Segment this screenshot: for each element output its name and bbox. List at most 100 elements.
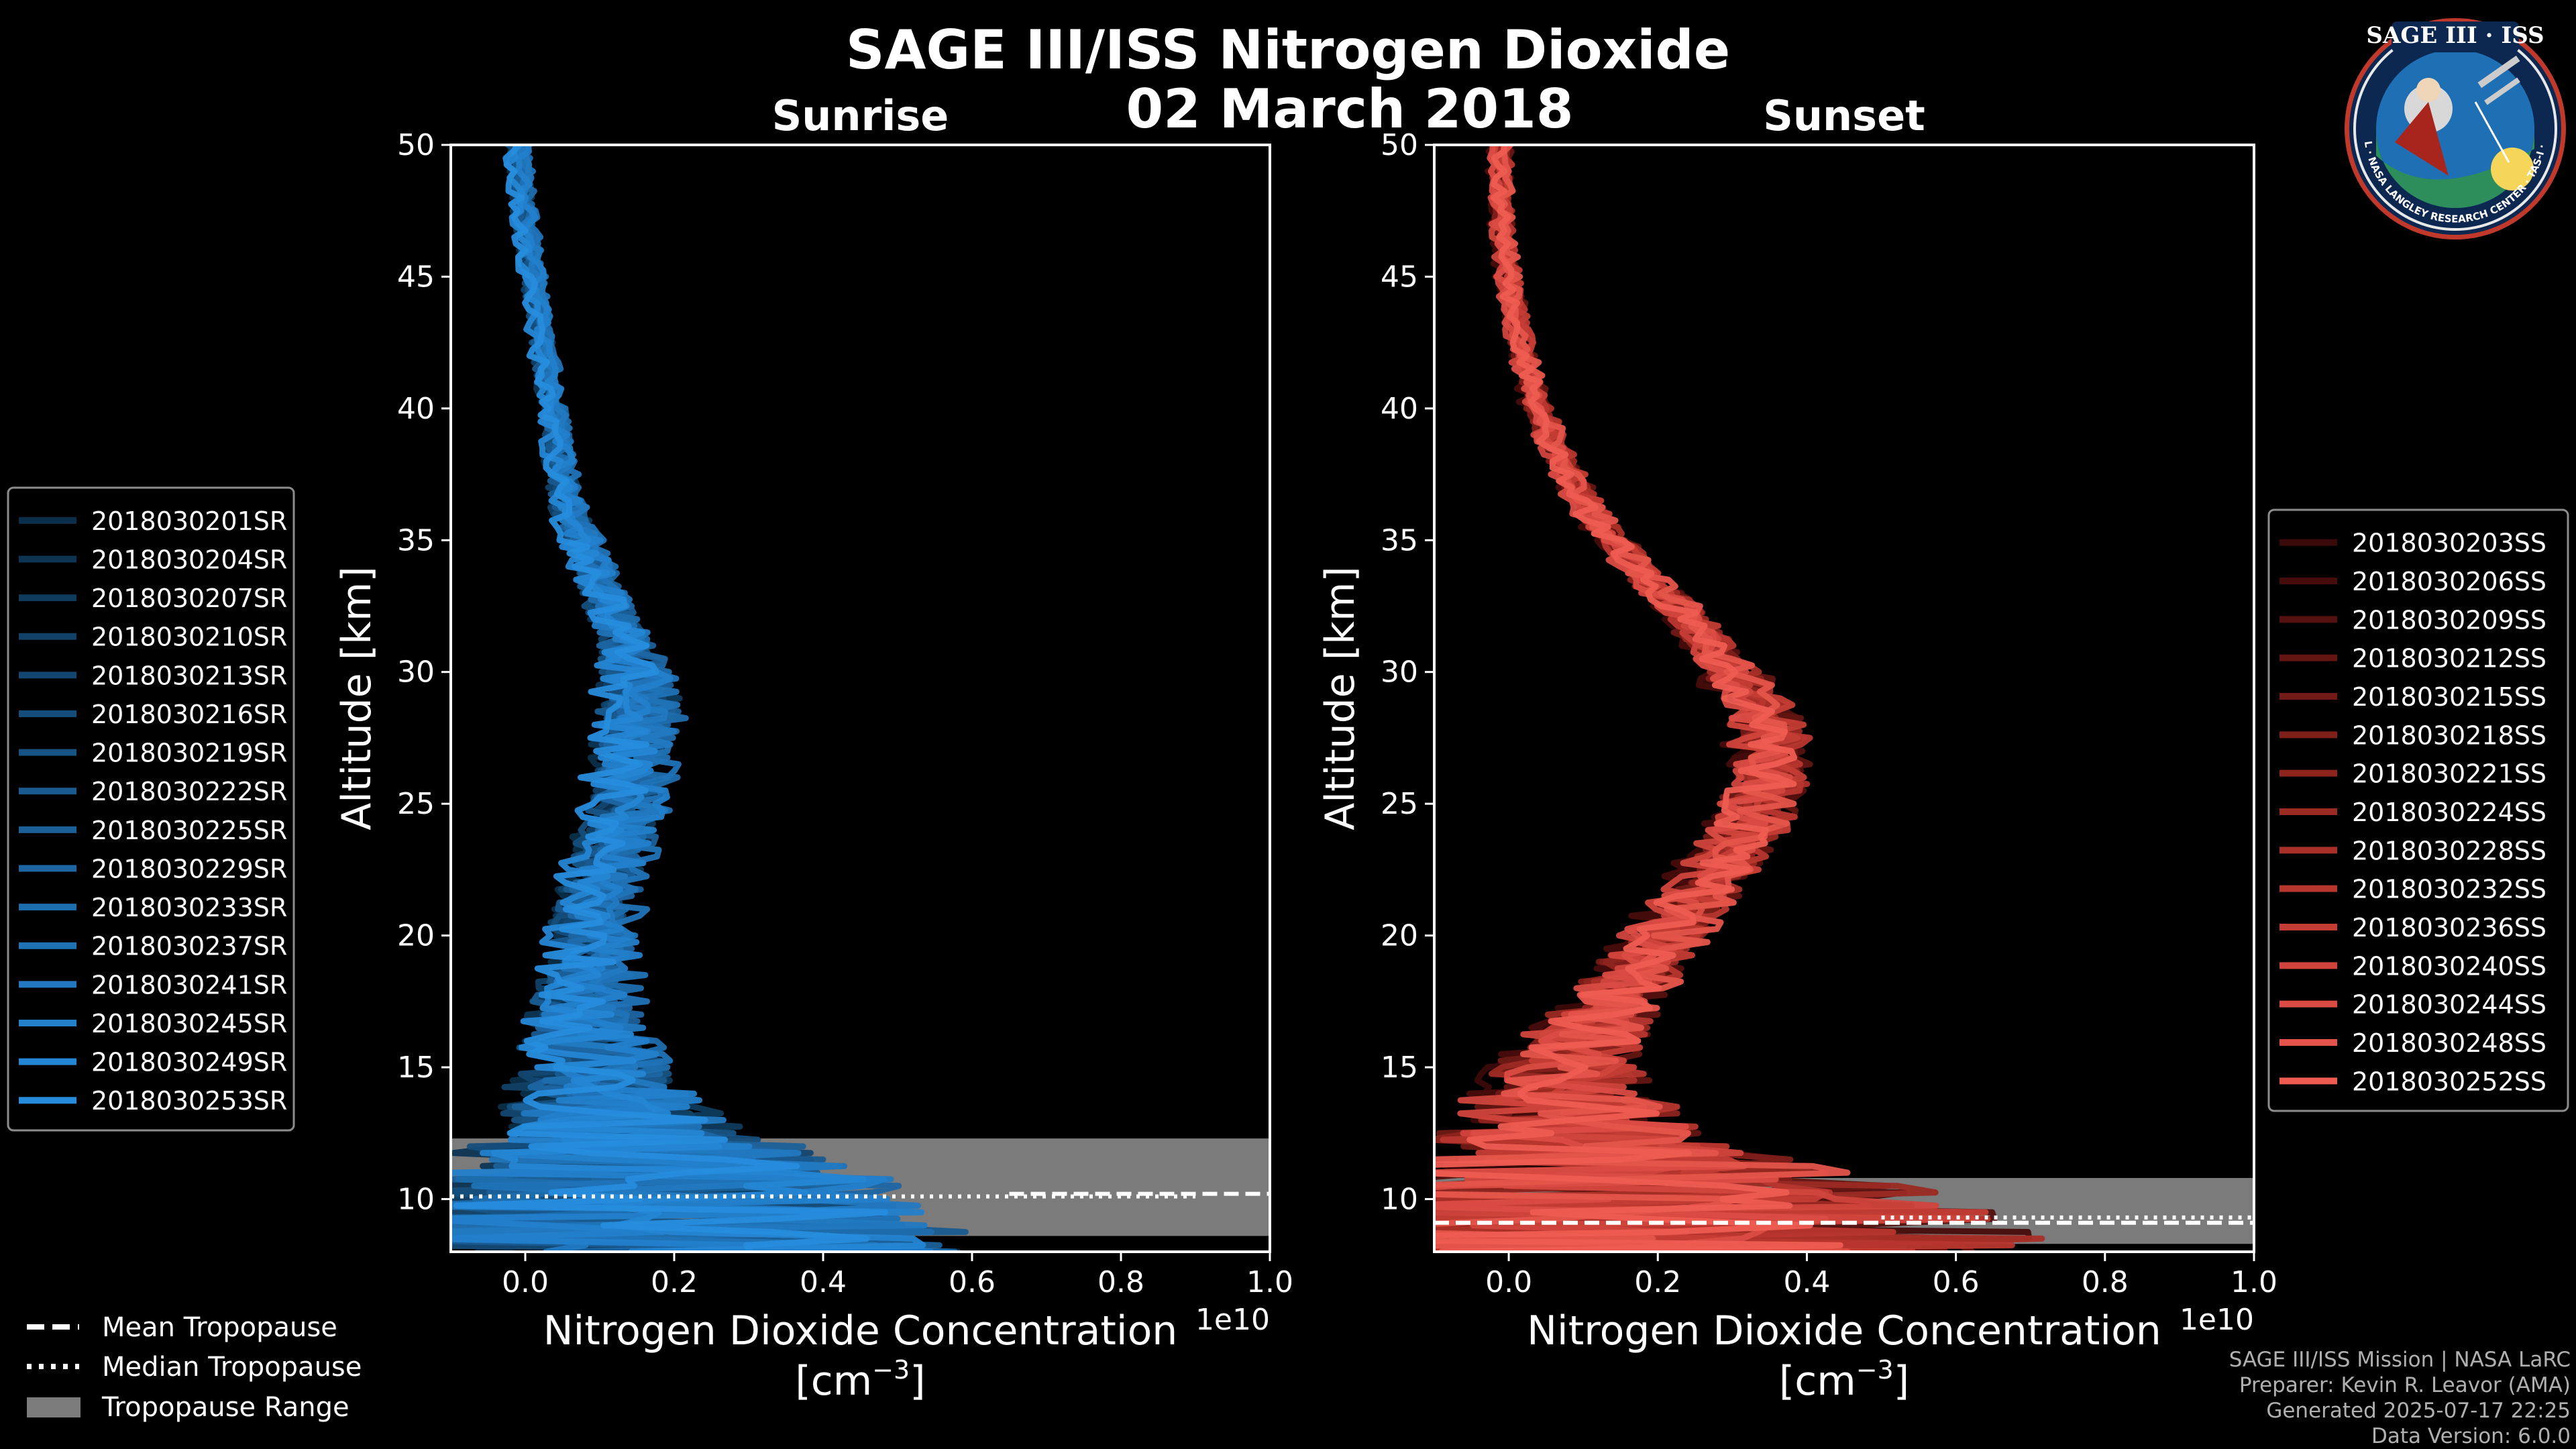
y-tick-label: 15 [1381, 1051, 1418, 1085]
plot-frame [449, 144, 1271, 1253]
x-multiplier: 1e10 [1195, 1303, 1270, 1337]
mean-tropopause-label: Mean Tropopause [102, 1312, 337, 1343]
y-tick-label: 50 [1381, 128, 1418, 162]
tropopause-range-label: Tropopause Range [101, 1392, 350, 1423]
plot-frame [1433, 144, 2255, 1253]
plot-content [451, 145, 1270, 1252]
legend-entry: 2018030224SS [2352, 798, 2546, 827]
unit-base: [cm [1779, 1358, 1856, 1405]
credit-mission: SAGE III/ISS Mission | NASA LaRC [2229, 1348, 2571, 1372]
unit-close: ] [910, 1358, 925, 1405]
y-tick-label: 30 [397, 655, 435, 690]
legend-box [2267, 508, 2569, 1112]
legend-entry: 2018030215SS [2352, 682, 2546, 712]
legend-entry: 2018030207SR [91, 584, 287, 613]
profile-line-2018030252SS [1434, 145, 1843, 1252]
legend-entry: 2018030237SR [91, 932, 287, 961]
x-tick-label: 0.4 [800, 1265, 847, 1299]
y-tick-label: 40 [1381, 392, 1418, 426]
credit-preparer: Preparer: Kevin R. Leavor (AMA) [2239, 1373, 2571, 1397]
y-tick-label: 10 [397, 1182, 435, 1216]
x-tick-label: 0.8 [2082, 1265, 2129, 1299]
x-tick-label: 0.4 [1783, 1265, 1830, 1299]
legend-entry: 2018030206SS [2352, 567, 2546, 596]
legend-entry: 2018030219SR [91, 739, 287, 768]
legend-entry: 2018030236SS [2352, 913, 2546, 943]
tropopause-legend: Mean Tropopause Median Tropopause Tropop… [27, 1312, 362, 1423]
tropopause-range-swatch [27, 1397, 80, 1417]
unit-close: ] [1894, 1358, 1909, 1405]
x-axis-unit: [cm−3] [795, 1355, 925, 1405]
unit-exponent: −3 [872, 1355, 910, 1385]
credits: SAGE III/ISS Mission | NASA LaRC Prepare… [2229, 1348, 2571, 1448]
legend-entry: 2018030210SR [91, 623, 287, 652]
sunset-panel: 10 15 20 25 30 35 40 45 50 0.0 0.2 0.4 0.6 0.8 1.0 1e10… [1317, 91, 2277, 1405]
y-tick-label: 45 [397, 260, 435, 294]
legend-entry: 2018030222SR [91, 777, 287, 806]
y-tick-label: 45 [1381, 260, 1418, 294]
legend-entry: 2018030228SS [2352, 836, 2546, 865]
profile-line-2018030240SS [1434, 145, 1976, 1252]
legend-entry: 2018030253SR [91, 1086, 287, 1116]
profile-line-2018030253SR [453, 145, 889, 1252]
x-tick-label: 0.2 [1634, 1265, 1681, 1299]
x-multiplier: 1e10 [2180, 1303, 2254, 1337]
sunset-legend: 2018030203SS 2018030206SS 2018030209SS 2018… [2267, 508, 2569, 1112]
legend-entry: 2018030204SR [91, 545, 287, 574]
y-tick-label: 25 [397, 787, 435, 821]
x-axis-unit: [cm−3] [1779, 1355, 1909, 1405]
y-tick-label: 15 [397, 1051, 435, 1085]
legend-entry: 2018030245SR [91, 1009, 287, 1038]
y-tick-label: 10 [1381, 1182, 1418, 1216]
legend-entry: 2018030203SS [2352, 529, 2546, 558]
legend-entry: 2018030213SR [91, 661, 287, 690]
legend-entry: 2018030241SR [91, 970, 287, 1000]
plot-content [1434, 145, 2254, 1252]
sage-iii-iss-logo: SAGE III · ISS BALL · NASA LANGLEY RESEA… [2345, 18, 2566, 239]
x-tick-label: 0.2 [651, 1265, 698, 1299]
x-tick-label: 0.8 [1097, 1265, 1144, 1299]
credit-generated: Generated 2025-07-17 22:25 [2266, 1399, 2571, 1423]
x-tick-label: 1.0 [1246, 1265, 1293, 1299]
legend-entry: 2018030252SS [2352, 1067, 2546, 1096]
y-tick-label: 40 [397, 392, 435, 426]
y-axis-label: Altitude [km] [1317, 566, 1364, 830]
unit-base: [cm [795, 1358, 872, 1405]
y-axis-label: Altitude [km] [333, 566, 380, 830]
y-tick-label: 30 [1381, 655, 1418, 690]
x-axis-label: Nitrogen Dioxide Concentration [1527, 1307, 2161, 1354]
y-tick-label: 35 [1381, 523, 1418, 557]
panel-title: Sunrise [772, 91, 949, 140]
y-tick-label: 20 [397, 919, 435, 953]
legend-entry: 2018030244SS [2352, 990, 2546, 1020]
x-tick-label: 0.0 [502, 1265, 549, 1299]
legend-entry: 2018030229SR [91, 854, 287, 883]
credit-version: Data Version: 6.0.0 [2371, 1424, 2571, 1448]
legend-entry: 2018030240SS [2352, 951, 2546, 981]
profile-line-2018030249SR [490, 145, 926, 1252]
sunrise-panel: 10 15 20 25 30 35 40 45 50 0.0 0.2 0.4 0.6 0.8 1.0 1e10… [333, 91, 1293, 1405]
y-tick-label: 35 [397, 523, 435, 557]
y-tick-label: 20 [1381, 919, 1418, 953]
panel-title: Sunset [1763, 91, 1925, 140]
figure-date: 02 March 2018 [1126, 78, 1573, 140]
sunrise-legend: 2018030201SR 2018030204SR 2018030207SR 2018… [7, 486, 295, 1132]
legend-entry: 2018030216SR [91, 700, 287, 729]
legend-entry: 2018030232SS [2352, 875, 2546, 904]
x-tick-label: 0.6 [1933, 1265, 1980, 1299]
x-axis-label: Nitrogen Dioxide Concentration [543, 1307, 1178, 1354]
x-tick-label: 1.0 [2231, 1265, 2277, 1299]
x-tick-label: 0.0 [1485, 1265, 1532, 1299]
legend-entry: 2018030249SR [91, 1048, 287, 1077]
legend-entry: 2018030212SS [2352, 644, 2546, 674]
legend-entry: 2018030221SS [2352, 759, 2546, 789]
legend-entry: 2018030248SS [2352, 1028, 2546, 1058]
legend-entry: 2018030201SR [91, 506, 287, 536]
y-tick-label: 50 [397, 128, 435, 162]
legend-box [7, 486, 295, 1132]
legend-entry: 2018030233SR [91, 893, 287, 922]
y-tick-label: 25 [1381, 787, 1418, 821]
unit-exponent: −3 [1856, 1355, 1894, 1385]
legend-entry: 2018030225SR [91, 816, 287, 845]
